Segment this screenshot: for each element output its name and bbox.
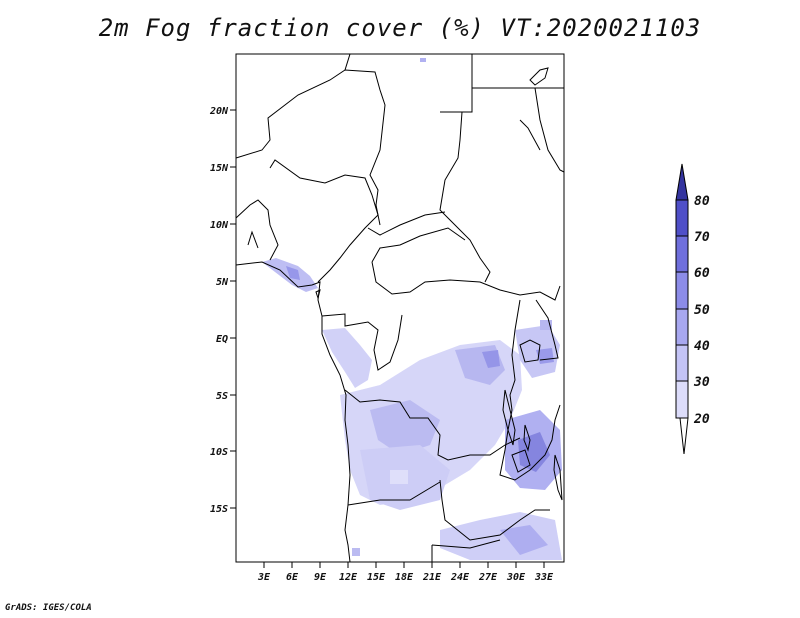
- lon-label: 9E: [314, 572, 327, 583]
- lon-label: 18E: [395, 572, 414, 583]
- lat-label: 10N: [210, 220, 229, 231]
- colorbar-segment: [675, 271, 689, 310]
- lon-label: 24E: [450, 572, 470, 583]
- colorbar-label: 60: [694, 266, 710, 281]
- colorbar-max-arrow: [675, 163, 689, 201]
- credit-text: GrADS: IGES/COLA: [5, 603, 92, 613]
- colorbar-label: 40: [694, 339, 710, 354]
- colorbar-min-arrow: [679, 417, 689, 455]
- lat-label: 10S: [210, 447, 228, 458]
- lon-label: 12E: [339, 572, 358, 583]
- colorbar-label: 80: [694, 194, 710, 209]
- colorbar-segment: [675, 380, 689, 419]
- lat-label: 20N: [209, 106, 229, 117]
- colorbar-segment: [675, 235, 689, 273]
- colorbar-segment: [675, 199, 689, 237]
- colorbar-label: 50: [694, 303, 710, 318]
- country-borders: [235, 53, 565, 563]
- lon-label: 21E: [422, 572, 442, 583]
- colorbar-label: 70: [694, 230, 710, 245]
- colorbar-label: 20: [693, 412, 710, 427]
- lat-label: 15N: [210, 163, 229, 174]
- lon-label: 27E: [478, 572, 498, 583]
- lon-label: 33E: [534, 572, 554, 583]
- colorbar: 20 30 40 50 60 70 80: [675, 163, 710, 455]
- map-title: 2m Fog fraction cover (%) VT:2020021103: [98, 14, 702, 42]
- lon-label: 3E: [257, 572, 271, 583]
- colorbar-segment: [675, 308, 689, 346]
- lat-label: 15S: [210, 504, 228, 515]
- map-panel: 20N 15N 10N 5N EQ 5S 10S 15S 3E 6E 9E 12…: [209, 53, 565, 583]
- lon-label: 15E: [367, 572, 386, 583]
- colorbar-label: 30: [693, 375, 710, 390]
- lon-label: 6E: [286, 572, 299, 583]
- lon-label: 30E: [506, 572, 526, 583]
- lat-label: EQ: [216, 334, 228, 345]
- lat-label: 5N: [216, 277, 229, 288]
- colorbar-segment: [675, 344, 689, 382]
- lat-ticks: 20N 15N 10N 5N EQ 5S 10S 15S: [209, 106, 236, 515]
- lat-label: 5S: [216, 391, 228, 402]
- lon-ticks: 3E 6E 9E 12E 15E 18E 21E 24E 27E 30E 33E: [257, 562, 554, 583]
